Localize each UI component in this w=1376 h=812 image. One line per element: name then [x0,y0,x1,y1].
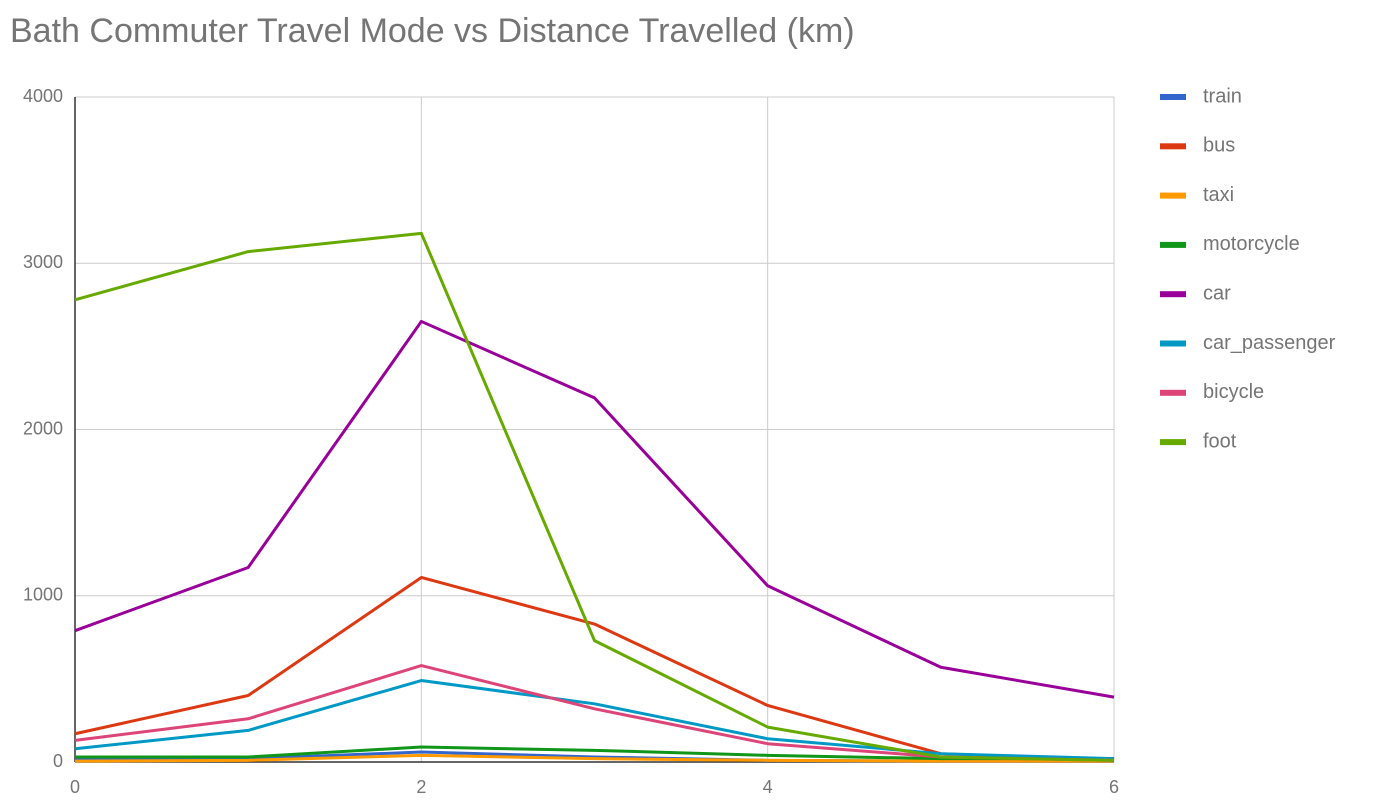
legend-swatch [1160,389,1186,396]
legend-swatch [1160,192,1186,199]
y-tick-label: 0 [53,751,63,771]
legend-swatch [1160,340,1186,347]
y-tick-label: 2000 [23,418,63,438]
y-tick-label: 3000 [23,252,63,272]
legend-label: taxi [1203,184,1234,206]
x-tick-label: 2 [416,777,426,797]
legend-swatch [1160,439,1186,446]
x-tick-label: 4 [763,777,773,797]
legend-label: motorcycle [1203,233,1300,255]
legend-label: car_passenger [1203,332,1336,354]
legend-swatch [1160,94,1186,100]
legend-label: bicycle [1203,381,1264,403]
legend-swatch [1160,241,1186,248]
y-tick-label: 1000 [23,585,63,605]
x-tick-label: 6 [1109,777,1119,797]
legend-label: car [1203,282,1231,304]
chart-title: Bath Commuter Travel Mode vs Distance Tr… [10,12,855,50]
legend-label: foot [1203,430,1237,452]
y-tick-label: 4000 [23,86,63,106]
series-line [74,319,1115,699]
legend-swatch [1160,291,1186,298]
series-line [74,679,1115,761]
series-line [74,231,1115,762]
legend-swatch [1160,143,1186,150]
legend-label: bus [1203,135,1235,157]
series-line [74,664,1115,762]
series-line [74,753,1114,763]
series-line [75,745,1114,761]
legend-label: train [1203,85,1242,107]
x-tick-label: 0 [70,777,80,797]
